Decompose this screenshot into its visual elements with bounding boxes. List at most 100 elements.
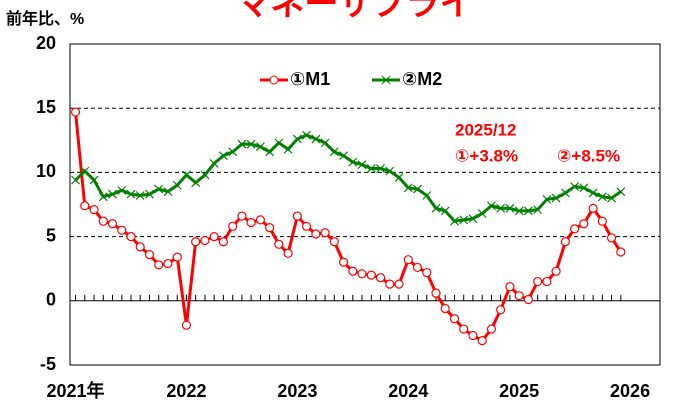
point [329,237,339,247]
point [394,279,404,289]
point [348,266,358,276]
point [570,182,580,191]
point [311,134,321,144]
point [588,188,598,198]
y-tick-label: 5 [46,225,56,245]
x-tick-label: 2024 [388,381,428,401]
x-tick-label: 2022 [166,381,206,401]
point [597,192,607,202]
point [154,184,164,194]
point [607,193,616,203]
point [163,258,173,269]
point [366,270,376,280]
point [533,205,543,215]
point [320,228,330,238]
point [70,107,81,117]
point [431,203,441,213]
point [403,255,413,265]
point [135,191,145,200]
point [496,203,506,213]
point [477,336,487,346]
point [145,189,154,199]
point [265,147,275,157]
point [292,134,302,144]
annotation: ②+8.5% [557,146,620,165]
point [551,193,561,203]
point [560,188,570,198]
point [246,217,256,228]
point [487,201,496,211]
point [413,184,422,194]
point [265,223,275,233]
point [255,215,266,225]
legend-marker [381,75,391,85]
point [339,151,349,161]
point [505,282,515,292]
x-tick-label: 2023 [277,381,317,401]
legend-marker [269,75,279,85]
point [108,189,117,199]
point [366,164,376,173]
y-tick-label: -5 [40,354,56,374]
point [459,324,469,334]
point [274,239,284,249]
point [431,288,441,298]
point [181,320,192,330]
plot-frame [69,43,661,366]
point [616,187,626,197]
point [80,201,90,211]
y-tick-label: 15 [36,97,56,117]
point [89,205,99,215]
point [440,303,450,314]
series-line [74,111,623,343]
point [126,232,136,242]
point [616,247,626,257]
x-tick-label: 2021年 [47,380,105,401]
point [357,269,367,279]
point [329,147,339,157]
point [440,206,450,216]
point [237,211,247,221]
point [477,209,487,218]
point [588,203,598,213]
point [523,206,533,216]
point [486,324,497,334]
point [459,215,469,225]
point [218,151,228,161]
legend-label: ①M1 [290,69,330,89]
point [255,142,265,152]
point [117,185,127,195]
point [412,262,423,273]
point [376,164,385,173]
point [209,232,219,242]
y-tick-label: 20 [36,33,56,53]
point [302,130,311,140]
x-tick-label: 2026 [610,381,650,401]
point [283,144,293,154]
point [107,219,118,229]
series-line [74,133,622,223]
point [172,180,182,190]
point [144,249,155,260]
point [311,229,321,239]
point [514,206,524,216]
point [597,216,607,226]
point [200,170,210,180]
point [172,252,182,262]
point [154,260,164,270]
point [422,191,432,200]
y-axis-label: 前年比、% [6,9,84,28]
point [385,279,395,289]
point [394,173,404,182]
point [237,139,247,149]
point [80,166,90,176]
annotation: 2025/12 [455,120,516,139]
point [523,294,533,305]
point [98,192,108,202]
point [135,242,145,252]
point [505,203,515,213]
point [200,235,210,246]
point [338,257,349,267]
